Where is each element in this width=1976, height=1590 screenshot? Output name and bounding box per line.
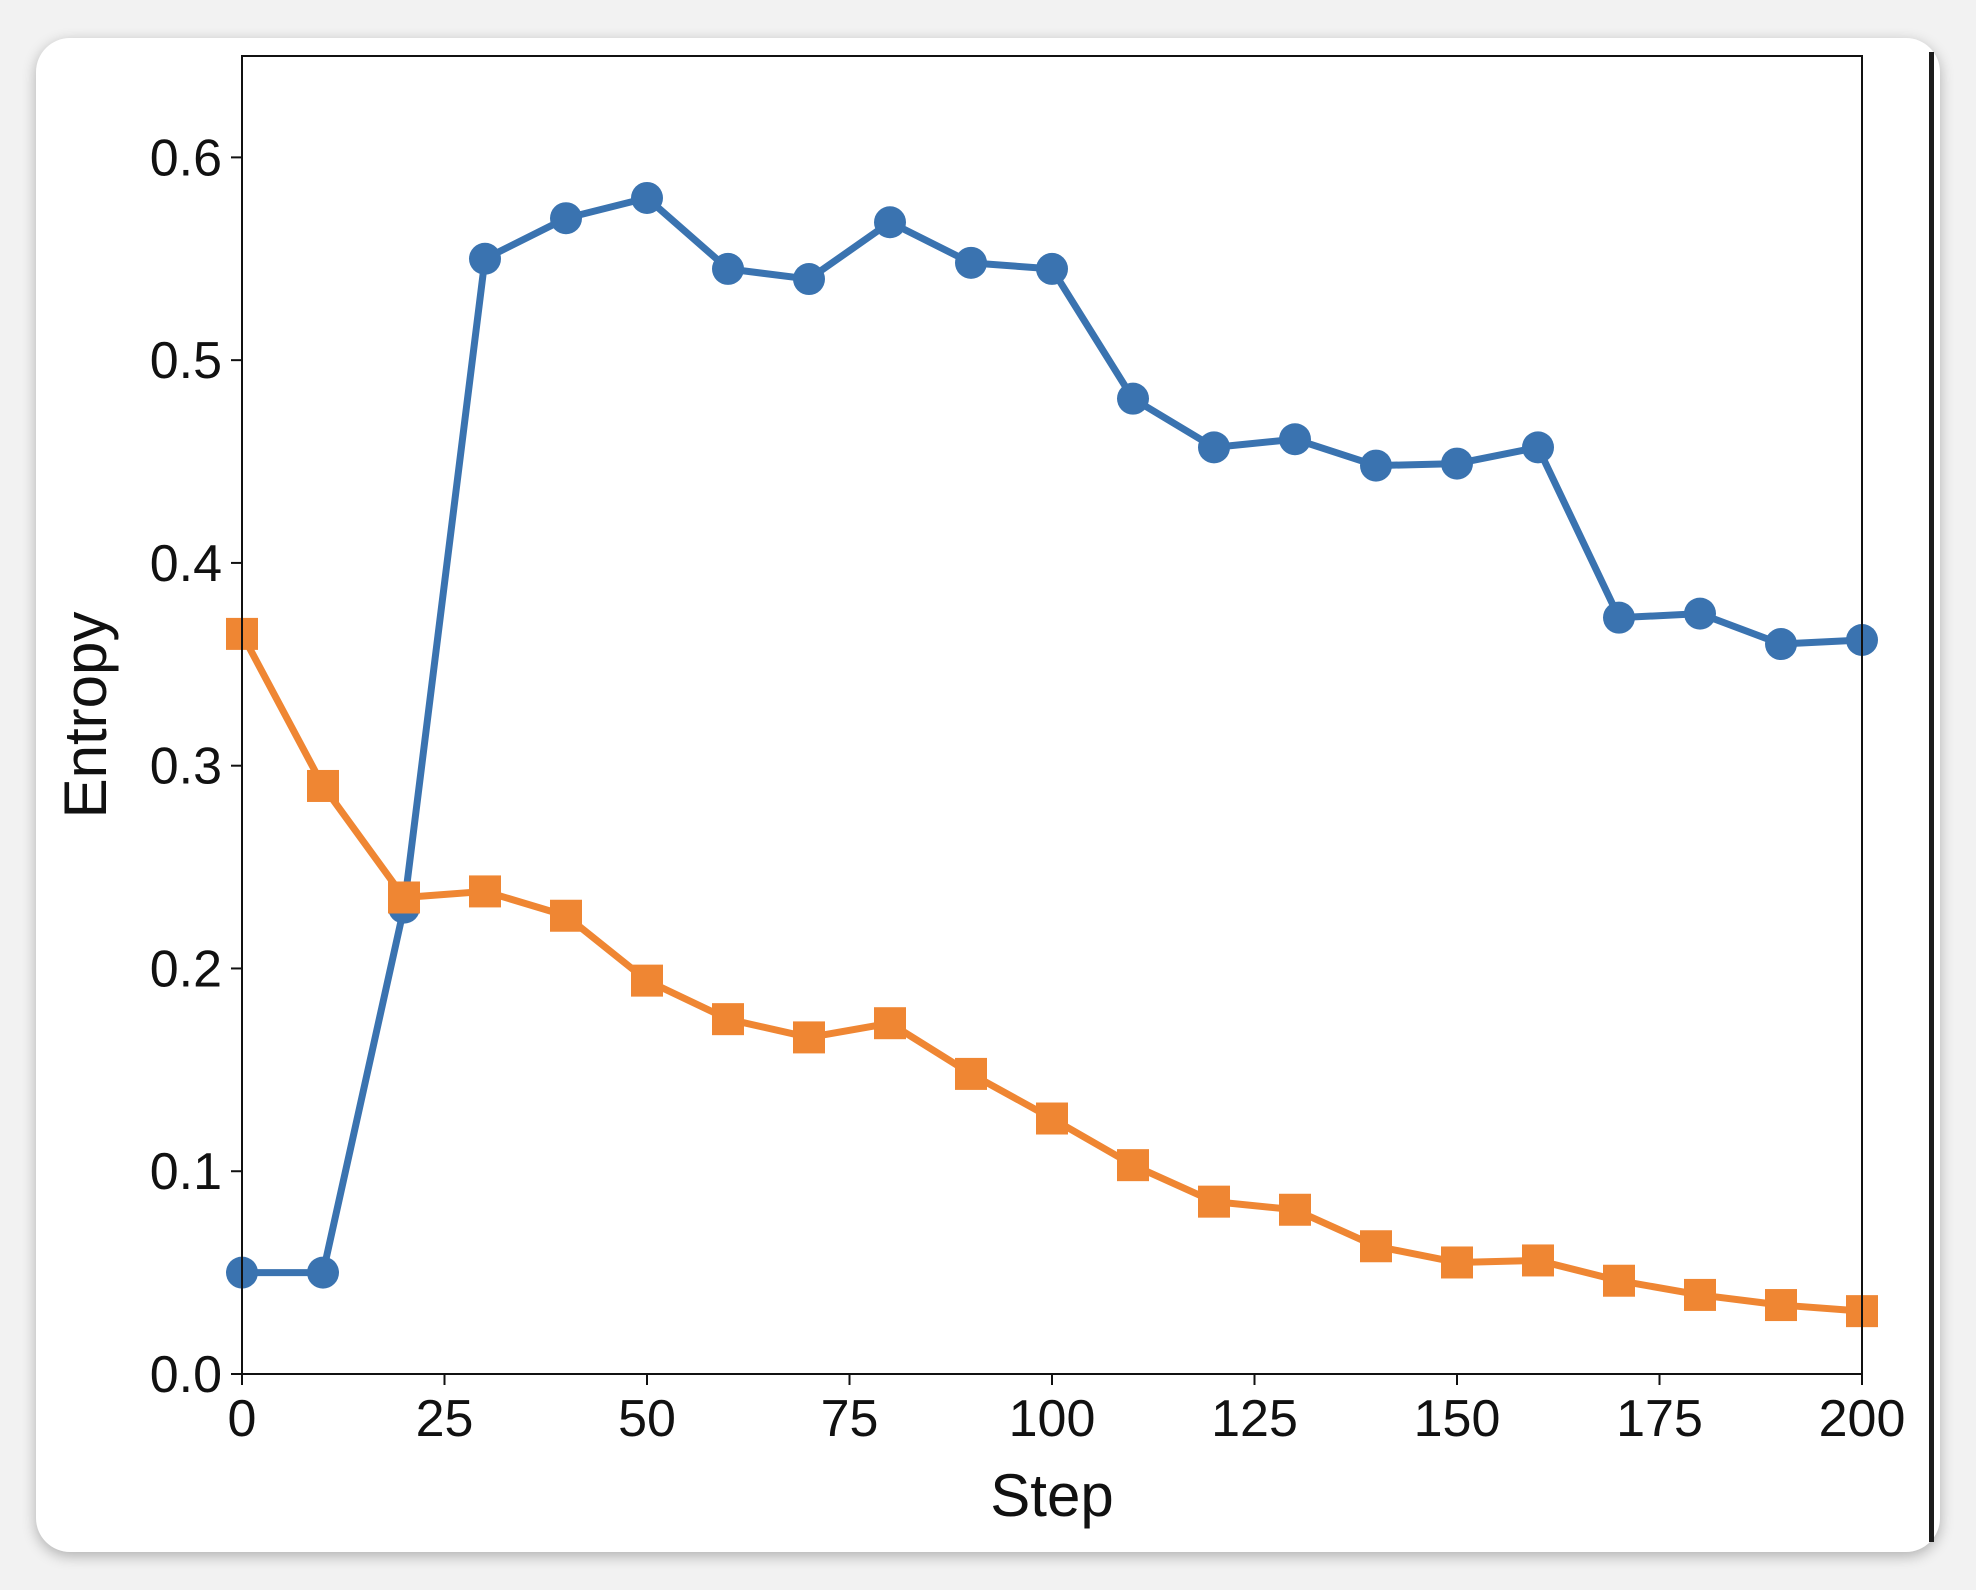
data-point (550, 202, 582, 235)
y-tick-label: 0.4 (150, 535, 222, 593)
x-tick-label: 150 (1414, 1390, 1501, 1448)
data-point (1036, 1102, 1068, 1135)
x-tick-label: 125 (1211, 1390, 1298, 1448)
data-point (307, 769, 339, 802)
data-point (1603, 1264, 1635, 1297)
x-tick-label: 100 (1009, 1390, 1096, 1448)
data-point (1684, 1278, 1716, 1311)
y-tick-label: 0.2 (150, 940, 222, 998)
data-point (1522, 431, 1554, 464)
data-point (1765, 628, 1797, 661)
data-point (874, 1007, 906, 1040)
data-point (793, 1021, 825, 1054)
chart-card (36, 38, 1940, 1552)
data-point (1441, 447, 1473, 480)
y-axis-title: Entropy (52, 612, 119, 819)
data-point (1279, 1193, 1311, 1226)
data-point (1117, 382, 1149, 415)
x-axis-ticks: 0 25 50 75 100 125 150 175 200 (228, 1374, 1906, 1448)
window-edge (1929, 52, 1934, 1542)
x-tick-label: 50 (618, 1390, 676, 1448)
y-tick-label: 0.0 (150, 1346, 222, 1404)
y-tick-label: 0.5 (150, 332, 222, 390)
series-2 (226, 617, 1878, 1328)
x-tick-label: 175 (1616, 1390, 1703, 1448)
data-point (1198, 431, 1230, 464)
data-point (388, 881, 420, 914)
data-point (307, 1256, 339, 1289)
x-tick-label: 0 (228, 1390, 257, 1448)
data-point (1117, 1149, 1149, 1182)
y-axis-ticks: 0.0 0.1 0.2 0.3 0.4 0.5 0.6 (150, 129, 242, 1404)
y-tick-label: 0.3 (150, 738, 222, 796)
data-point (1603, 601, 1635, 634)
data-point (1684, 597, 1716, 630)
data-point (631, 181, 663, 214)
data-point (469, 242, 501, 275)
chart-marks (226, 181, 1878, 1328)
x-tick-label: 25 (416, 1390, 474, 1448)
data-point (1441, 1246, 1473, 1279)
data-point (469, 875, 501, 908)
data-point (1765, 1289, 1797, 1322)
series-line (238, 632, 1863, 1315)
data-point (1279, 423, 1311, 456)
data-point (955, 1057, 987, 1090)
x-tick-label: 200 (1819, 1390, 1906, 1448)
y-tick-label: 0.6 (150, 129, 222, 187)
data-point (955, 246, 987, 279)
data-point (793, 263, 825, 296)
data-point (1036, 252, 1068, 285)
data-point (1522, 1244, 1554, 1277)
data-point (712, 1003, 744, 1036)
y-tick-label: 0.1 (150, 1143, 222, 1201)
x-tick-label: 75 (821, 1390, 879, 1448)
data-point (874, 206, 906, 239)
data-point (1360, 1230, 1392, 1263)
data-point (1360, 449, 1392, 482)
data-point (712, 252, 744, 285)
x-axis-title: Step (990, 1462, 1113, 1529)
data-point (631, 964, 663, 997)
data-point (1198, 1185, 1230, 1218)
data-point (550, 899, 582, 932)
